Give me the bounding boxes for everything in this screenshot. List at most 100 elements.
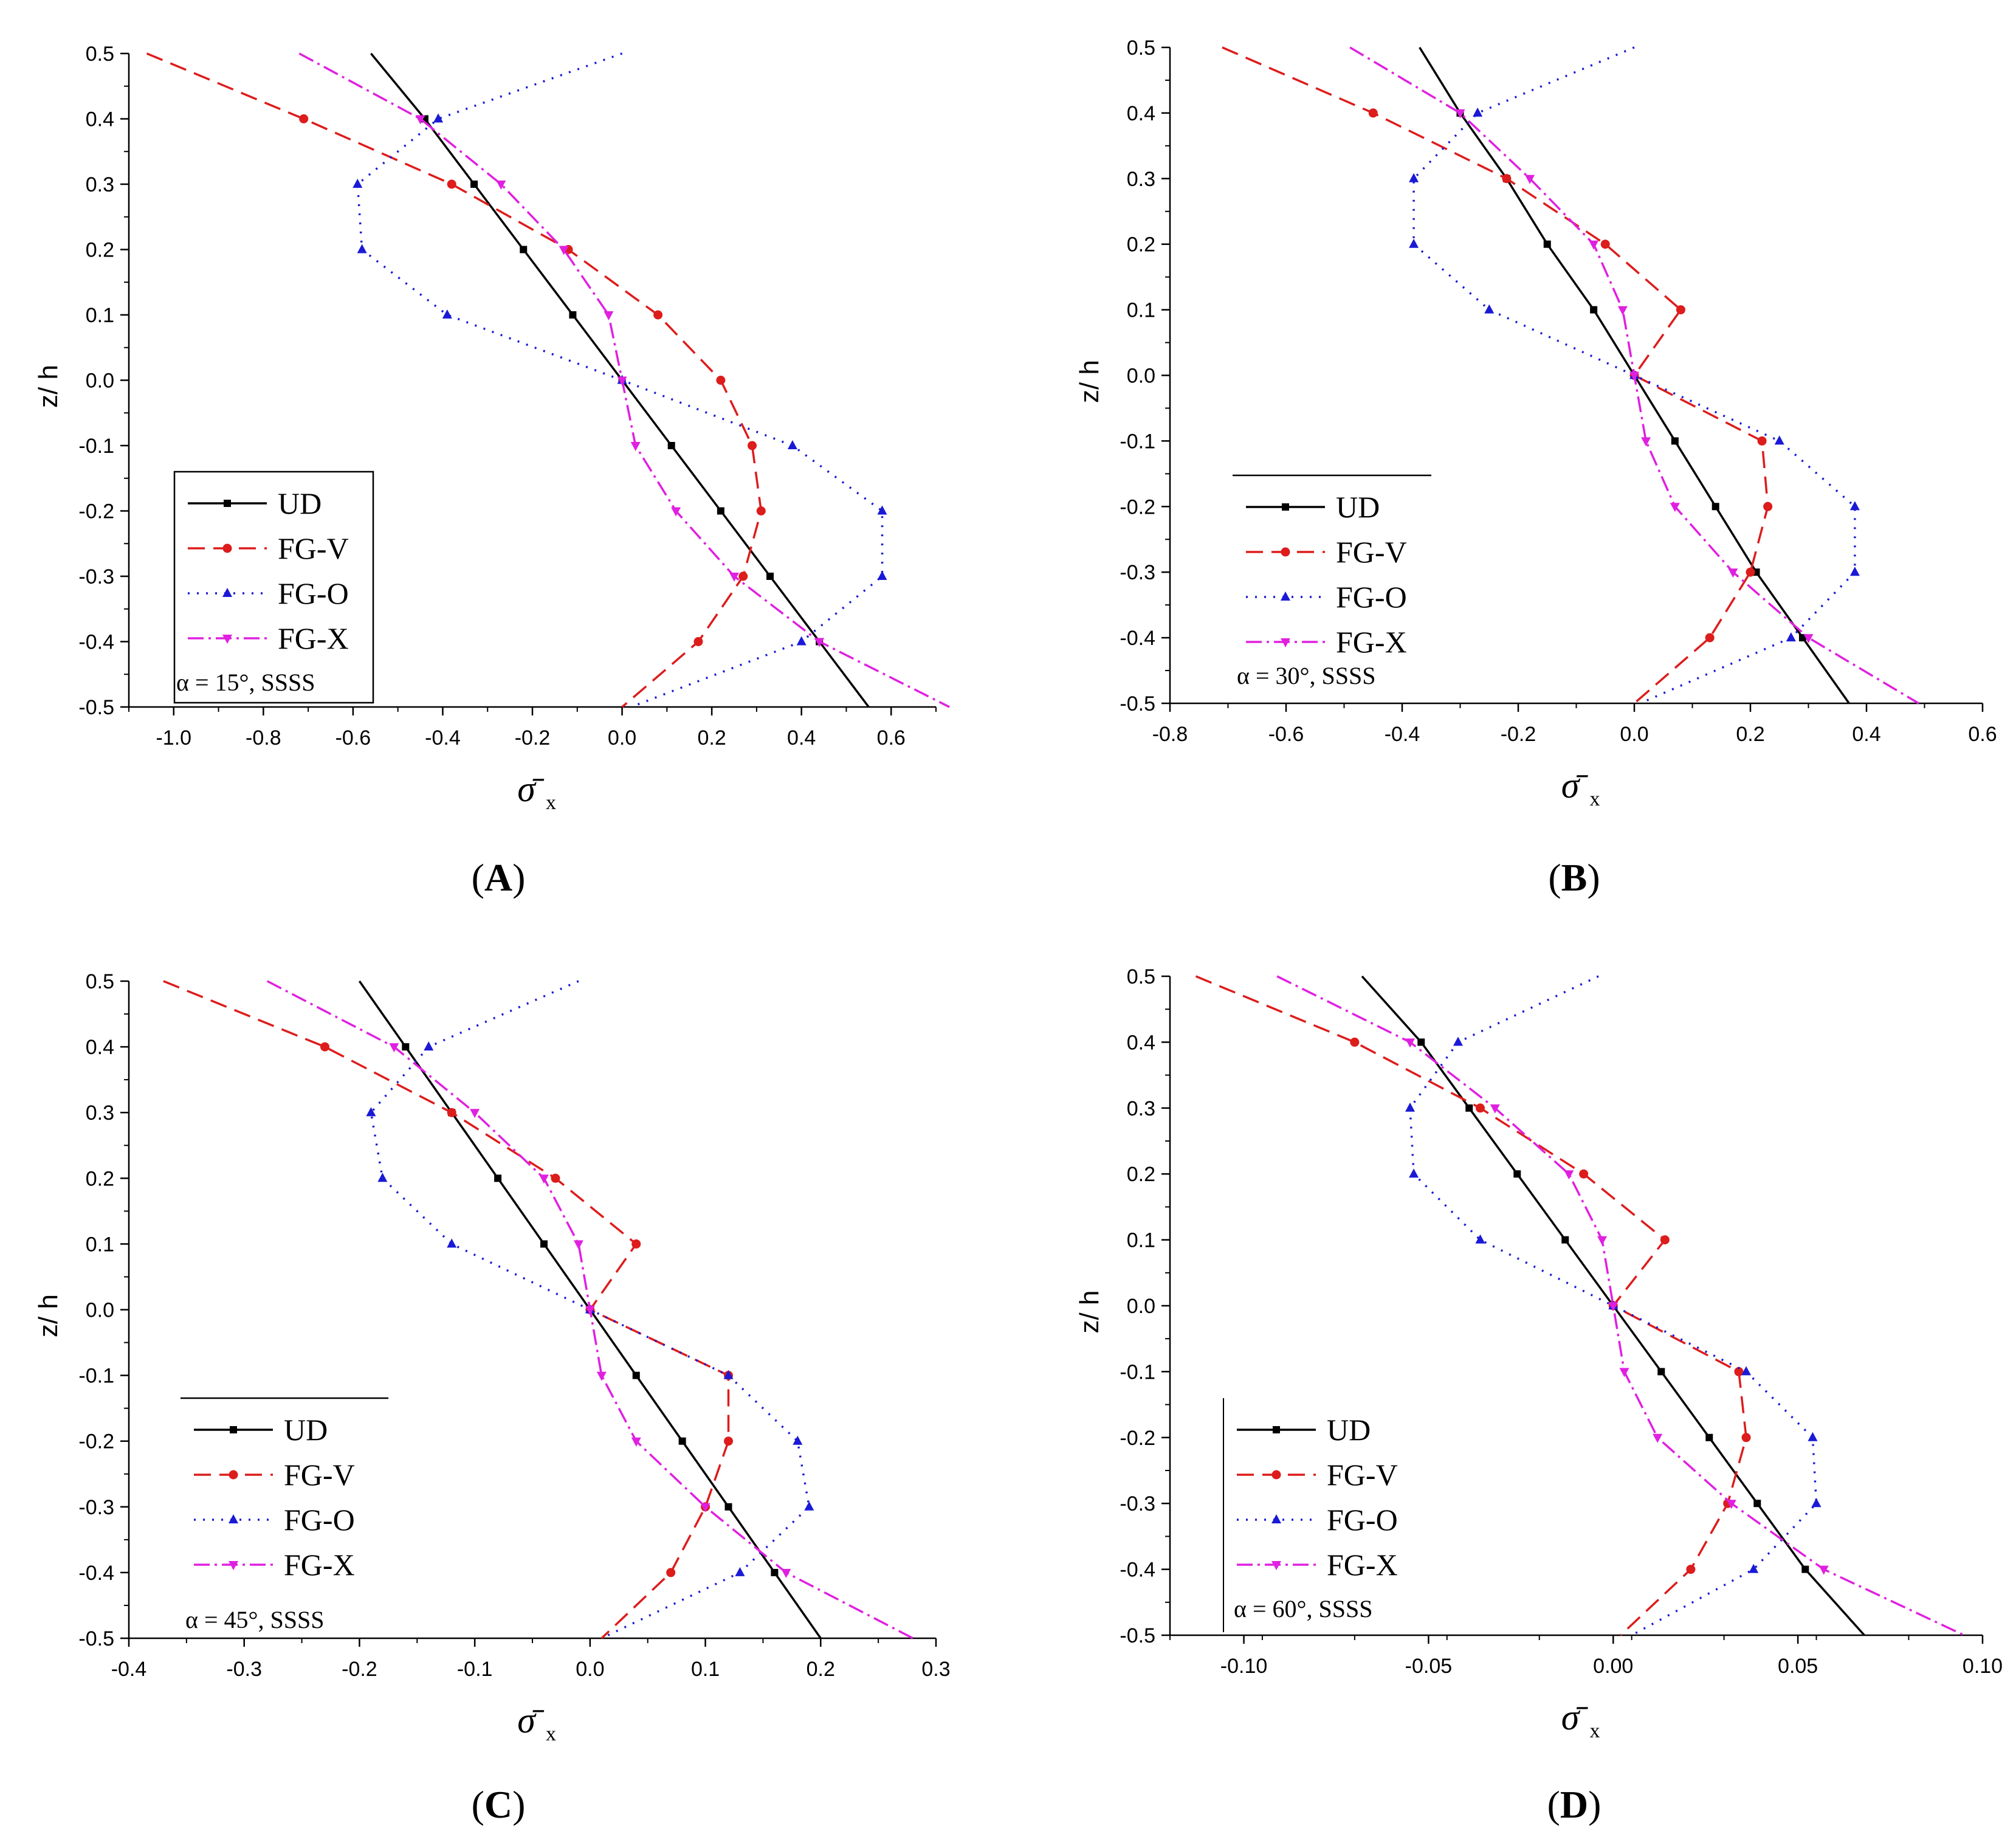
legend-item-fg-o: FG-O bbox=[188, 576, 349, 610]
legend-item-ud: UD bbox=[1237, 1413, 1371, 1447]
legend-item-fg-v: FG-V bbox=[1246, 535, 1407, 569]
legend-item-fg-o: FG-O bbox=[1246, 580, 1407, 614]
legend-marker bbox=[222, 635, 232, 644]
x-tick-label: -0.1 bbox=[457, 1658, 493, 1681]
x-axis-title: σ̄ bbox=[1561, 765, 1589, 805]
data-point-fg-v bbox=[1734, 1367, 1744, 1376]
y-tick-label: 0.2 bbox=[1127, 1163, 1155, 1186]
y-tick-label: -0.1 bbox=[1120, 1360, 1155, 1384]
data-point-fg-x bbox=[1818, 1565, 1829, 1575]
data-point-ud bbox=[402, 1043, 410, 1051]
data-point-fg-v bbox=[738, 571, 748, 581]
data-point-ud bbox=[1801, 1565, 1809, 1573]
data-point-fg-o bbox=[1811, 1498, 1822, 1508]
x-tick-label: 0.2 bbox=[807, 1658, 835, 1681]
legend-label: UD bbox=[1327, 1413, 1371, 1447]
data-point-fg-x bbox=[729, 573, 739, 582]
data-point-fg-o bbox=[1475, 1234, 1485, 1244]
data-point-fg-o bbox=[1409, 238, 1419, 248]
data-point-ud bbox=[1590, 306, 1598, 314]
y-tick-label: 0.5 bbox=[1127, 36, 1155, 60]
data-point-ud bbox=[1465, 1104, 1473, 1112]
data-point-fg-v bbox=[299, 114, 309, 123]
data-point-ud bbox=[520, 246, 528, 253]
data-point-fg-x bbox=[1455, 109, 1465, 119]
data-point-fg-x bbox=[415, 115, 425, 125]
x-tick-label: -0.2 bbox=[1501, 723, 1536, 746]
data-point-fg-v bbox=[1676, 305, 1685, 315]
x-tick-label: 0.05 bbox=[1778, 1655, 1818, 1678]
data-point-fg-x bbox=[573, 1240, 583, 1250]
data-point-fg-x bbox=[389, 1043, 399, 1053]
data-point-fg-o bbox=[735, 1567, 745, 1576]
chart-panel-d: 0.5 0.4 0.3 0.2 0.1 0.0 -0.1 -0.2 -0.3 -0.4 -0.5 -0… bbox=[1075, 965, 2003, 1742]
legend-label: FG-V bbox=[284, 1458, 355, 1492]
data-point-ud bbox=[632, 1371, 640, 1379]
data-point-fg-x bbox=[631, 1437, 641, 1447]
x-tick-label: 0.10 bbox=[1963, 1655, 2003, 1678]
data-point-fg-v bbox=[1368, 108, 1378, 118]
data-point-fg-o bbox=[442, 309, 452, 319]
data-point-ud bbox=[1705, 1433, 1713, 1441]
data-point-fg-x bbox=[604, 311, 614, 320]
data-point-fg-o bbox=[1453, 1036, 1464, 1046]
panel-label-d: (D) bbox=[1547, 1783, 1601, 1826]
legend-label: FG-X bbox=[1327, 1548, 1398, 1582]
data-point-fg-x bbox=[1405, 1038, 1416, 1048]
data-point-fg-x bbox=[538, 1174, 549, 1184]
x-tick-label: -0.8 bbox=[1152, 723, 1188, 746]
series-fg-x bbox=[1276, 975, 1965, 1636]
data-point-fg-x bbox=[1617, 306, 1628, 315]
series-fg-v bbox=[163, 980, 734, 1639]
data-point-ud bbox=[494, 1174, 502, 1182]
data-point-fg-v bbox=[1705, 633, 1715, 643]
y-tick-label: -0.1 bbox=[78, 435, 114, 458]
data-point-fg-x bbox=[781, 1568, 791, 1578]
y-axis-title: z/ h bbox=[33, 1294, 63, 1337]
panel-label-b: (B) bbox=[1548, 856, 1600, 899]
legend-item-fg-x: FG-X bbox=[194, 1548, 355, 1582]
legend: UD FG-V FG-O FG-X bbox=[1233, 474, 1431, 659]
y-tick-label: -0.5 bbox=[78, 1627, 114, 1650]
legend-item-fg-o: FG-O bbox=[194, 1503, 355, 1537]
data-point-fg-o bbox=[1405, 1102, 1416, 1112]
data-point-fg-x bbox=[1629, 371, 1639, 381]
y-axis-title: z/ h bbox=[33, 365, 63, 408]
x-tick-label: -0.6 bbox=[335, 726, 371, 750]
legend-marker bbox=[224, 500, 231, 507]
data-point-fg-o bbox=[357, 244, 367, 253]
data-point-fg-x bbox=[1490, 1104, 1500, 1114]
legend-marker bbox=[1271, 1470, 1281, 1480]
x-axis-title: σ̄ bbox=[1561, 1697, 1589, 1737]
legend-label: UD bbox=[278, 486, 322, 520]
legend-item-fg-o: FG-O bbox=[1237, 1503, 1398, 1537]
series-fg-o bbox=[1409, 46, 1860, 705]
legend-item-ud: UD bbox=[1246, 490, 1380, 524]
data-point-fg-o bbox=[1484, 304, 1495, 314]
data-point-fg-v bbox=[716, 376, 726, 385]
data-point-fg-v bbox=[653, 310, 663, 320]
data-point-fg-v bbox=[1763, 502, 1773, 511]
data-point-fg-x bbox=[1670, 503, 1680, 512]
data-point-fg-o bbox=[1808, 1432, 1818, 1441]
y-tick-label: -0.3 bbox=[1120, 1492, 1155, 1515]
data-point-ud bbox=[540, 1240, 548, 1248]
data-point-fg-v bbox=[551, 1173, 560, 1183]
legend-item-fg-v: FG-V bbox=[1237, 1458, 1398, 1492]
data-point-fg-v bbox=[756, 506, 766, 515]
y-tick-label: 0.3 bbox=[1127, 1097, 1155, 1120]
data-point-fg-o bbox=[424, 1041, 434, 1051]
data-point-fg-o bbox=[1409, 1168, 1419, 1178]
x-axis-title-subscript: x bbox=[546, 1723, 556, 1745]
y-axis-title: z/ h bbox=[1075, 1291, 1104, 1334]
x-tick-label: -0.2 bbox=[515, 726, 551, 750]
data-point-fg-v bbox=[1686, 1565, 1696, 1574]
x-tick-label: -0.4 bbox=[111, 1658, 147, 1681]
y-tick-label: -0.4 bbox=[78, 1562, 114, 1585]
data-point-fg-v bbox=[1475, 1103, 1485, 1113]
legend-label: FG-O bbox=[1327, 1503, 1398, 1537]
chart-panel-a: 0.5 0.4 0.3 0.2 0.1 0.0 -0.1 -0.2 -0.3 -0.4 -0.5 -1… bbox=[33, 43, 950, 814]
data-point-ud bbox=[1543, 240, 1551, 248]
panel-label-c: (C) bbox=[472, 1783, 526, 1826]
y-tick-label: 0.4 bbox=[86, 108, 114, 131]
